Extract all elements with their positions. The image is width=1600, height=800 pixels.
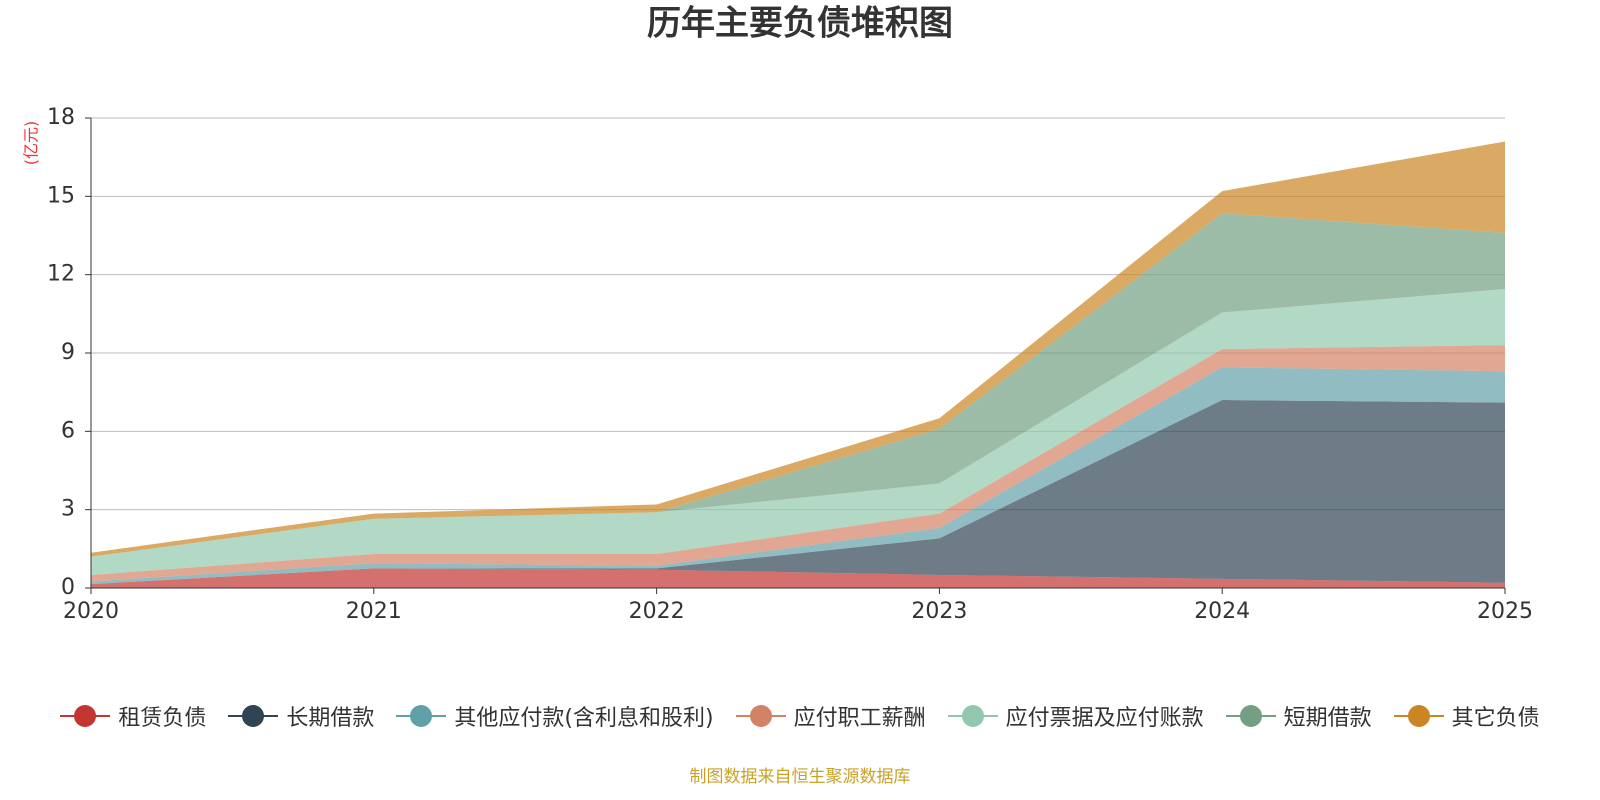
legend-label: 应付职工薪酬 — [793, 706, 926, 731]
legend-item[interactable]: 短期借款 — [1225, 700, 1372, 732]
legend-icon — [228, 705, 279, 727]
legend-icon — [947, 705, 998, 727]
y-tick-label: 6 — [61, 418, 75, 443]
legend-label: 应付票据及应付账款 — [1005, 706, 1204, 731]
legend-icon — [396, 705, 447, 727]
x-tick-label: 2023 — [911, 599, 967, 624]
area — [91, 141, 1505, 557]
x-tick-label: 2025 — [1477, 599, 1533, 624]
chart-title: 历年主要负债堆积图 — [647, 4, 953, 44]
legend: 租赁负债 长期借款 其他应付款(含利息和股利) 应付职工薪酬 应付票据及应付账款 短期借款… — [0, 700, 1600, 732]
area — [91, 213, 1505, 557]
legend-label: 长期借款 — [286, 706, 375, 731]
legend-item[interactable]: 租赁负债 — [60, 700, 206, 732]
chart: 历年主要负债堆积图 (亿元) 0 3 6 9 12 15 18 2020 2021 2022 202… — [22, 4, 1534, 625]
y-tick-label: 18 — [47, 105, 75, 130]
legend-item[interactable]: 长期借款 — [228, 700, 374, 732]
legend-label: 短期借款 — [1283, 706, 1372, 731]
legend-icon — [735, 705, 786, 727]
x-tick-label: 2024 — [1194, 599, 1250, 624]
legend-item[interactable]: 其它负债 — [1393, 700, 1540, 732]
x-tick-label: 2020 — [63, 599, 119, 624]
y-unit: (亿元) — [22, 121, 41, 166]
legend-label: 其他应付款(含利息和股利) — [454, 706, 714, 731]
y-tick-label: 12 — [47, 262, 75, 287]
y-tick-label: 9 — [61, 340, 75, 365]
x-tick-label: 2021 — [346, 599, 402, 624]
legend-item[interactable]: 其他应付款(含利息和股利) — [396, 700, 714, 732]
area — [91, 400, 1505, 585]
legend-label: 其它负债 — [1451, 706, 1540, 731]
legend-icon — [60, 705, 111, 727]
legend-icon — [1225, 705, 1276, 727]
legend-icon — [1393, 705, 1444, 727]
y-tick-label: 15 — [47, 183, 75, 208]
area — [91, 345, 1505, 582]
area — [91, 289, 1505, 575]
legend-item[interactable]: 应付票据及应付账款 — [947, 700, 1204, 732]
legend-item[interactable]: 应付职工薪酬 — [735, 700, 926, 732]
area — [91, 568, 1505, 588]
source-note: 制图数据来自恒生聚源数据库 — [689, 767, 911, 787]
area — [91, 367, 1505, 585]
y-tick-label: 3 — [61, 497, 75, 522]
x-tick-label: 2022 — [629, 599, 685, 624]
legend-label: 租赁负债 — [118, 706, 207, 731]
y-tick-label: 0 — [61, 575, 75, 600]
